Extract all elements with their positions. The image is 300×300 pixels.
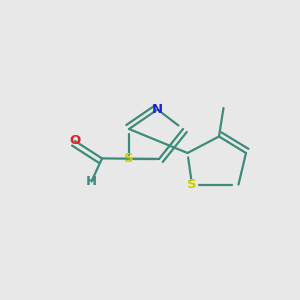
Text: N: N (152, 103, 163, 116)
Text: H: H (86, 175, 97, 188)
Text: O: O (69, 134, 81, 148)
Text: S: S (187, 178, 197, 191)
Text: S: S (124, 152, 134, 166)
